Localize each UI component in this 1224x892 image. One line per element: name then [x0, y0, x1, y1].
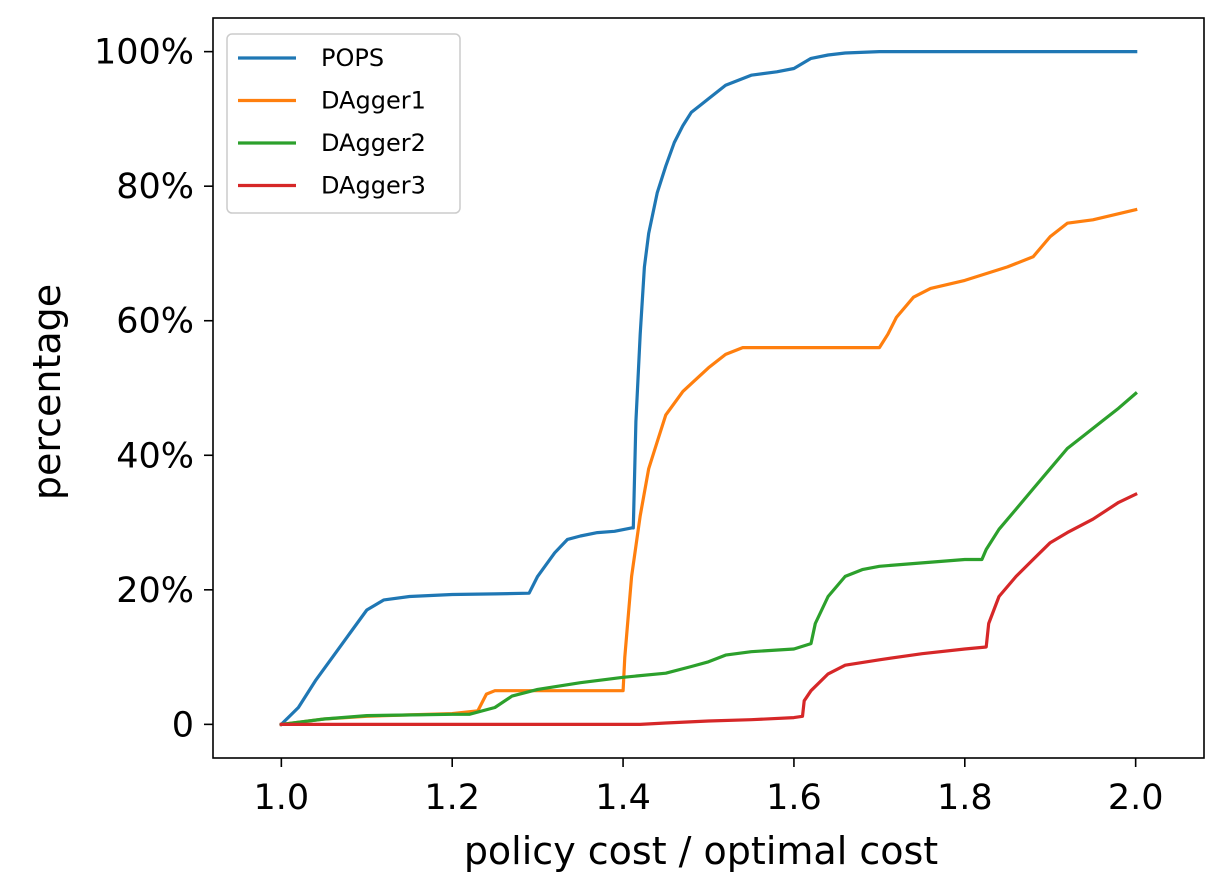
- y-tick-label: 60%: [116, 302, 194, 342]
- series-line-dagger2: [279, 391, 1138, 727]
- series-line-pops: [279, 49, 1138, 727]
- legend-label-dagger2: DAgger2: [321, 129, 426, 157]
- y-axis: 0 20% 40% 60% 80% 100%: [94, 33, 213, 745]
- legend-label-dagger3: DAgger3: [321, 172, 426, 200]
- y-tick-label: 40%: [116, 436, 194, 476]
- x-axis: 1.0 1.2 1.4 1.6 1.8 2.0: [254, 758, 1164, 818]
- x-tick-label: 1.4: [595, 778, 651, 818]
- legend-box: [226, 33, 461, 214]
- legend-label-dagger1: DAgger1: [321, 87, 426, 115]
- y-tick-label: 20%: [116, 571, 194, 611]
- y-tick-label: 80%: [116, 167, 194, 207]
- x-tick-label: 1.2: [424, 778, 480, 818]
- legend-label-pops: POPS: [321, 44, 384, 72]
- x-tick-label: 1.0: [254, 778, 310, 818]
- plot-frame: [212, 17, 1205, 759]
- series-line-dagger3: [279, 492, 1138, 727]
- series-line-dagger1: [279, 207, 1138, 727]
- y-tick-label: 0: [172, 705, 194, 745]
- y-tick-label: 100%: [94, 33, 194, 73]
- x-tick-label: 2.0: [1108, 778, 1164, 818]
- x-tick-label: 1.6: [766, 778, 822, 818]
- x-axis-label: policy cost / optimal cost: [464, 829, 938, 873]
- x-tick-label: 1.8: [937, 778, 993, 818]
- legend: POPS DAgger1 DAgger2 DAgger3: [226, 33, 461, 214]
- series-layer: [279, 49, 1138, 727]
- y-axis-label: percentage: [25, 284, 69, 500]
